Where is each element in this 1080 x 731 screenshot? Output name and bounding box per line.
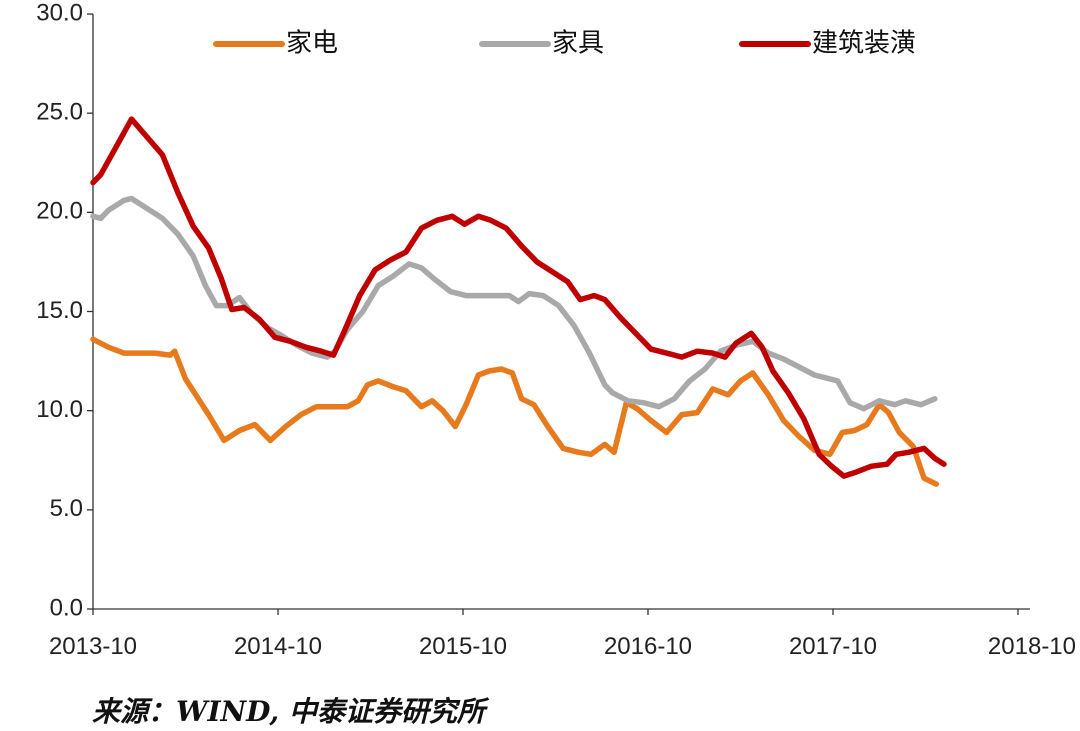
x-tick-label: 2013-10 <box>49 633 137 660</box>
y-tick-label: 0.0 <box>50 594 83 621</box>
source-note: 来源：WIND, 中泰证券研究所 <box>92 695 485 728</box>
series-line-2 <box>90 116 947 479</box>
y-tick-label: 10.0 <box>36 396 83 423</box>
x-tick-label: 2017-10 <box>789 633 877 660</box>
y-tick-label: 5.0 <box>50 495 83 522</box>
x-tick-label: 2016-10 <box>604 633 692 660</box>
legend-label-1: 家具 <box>552 29 604 59</box>
chart-axes: 0.0 5.0 10.0 15.0 20.0 25.0 30.0 2013-10 2014-10… <box>36 0 1076 660</box>
legend-label-2: 建筑装潢 <box>812 29 916 59</box>
y-tick-label: 15.0 <box>36 297 83 324</box>
x-tick-label: 2015-10 <box>419 633 507 660</box>
y-tick-label: 20.0 <box>36 198 83 225</box>
y-tick-label: 25.0 <box>36 99 83 126</box>
legend-label-0: 家电 <box>286 29 338 59</box>
chart-series <box>90 116 947 487</box>
x-tick-label: 2018-10 <box>988 633 1076 660</box>
y-tick-label: 30.0 <box>36 0 83 26</box>
series-line-1 <box>90 195 938 412</box>
chart-legend: 家电 家具 建筑装潢 <box>213 29 916 59</box>
series-line-0 <box>90 336 940 487</box>
x-tick-label: 2014-10 <box>234 633 322 660</box>
